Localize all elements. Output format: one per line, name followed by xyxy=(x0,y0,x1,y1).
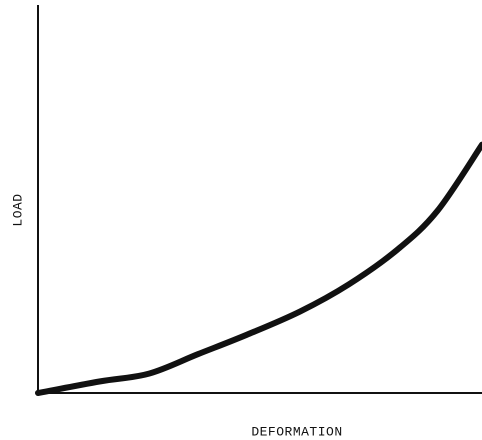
y-axis-label: LOAD xyxy=(10,193,25,226)
x-axis-label: DEFORMATION xyxy=(251,424,342,439)
curve xyxy=(35,141,482,396)
